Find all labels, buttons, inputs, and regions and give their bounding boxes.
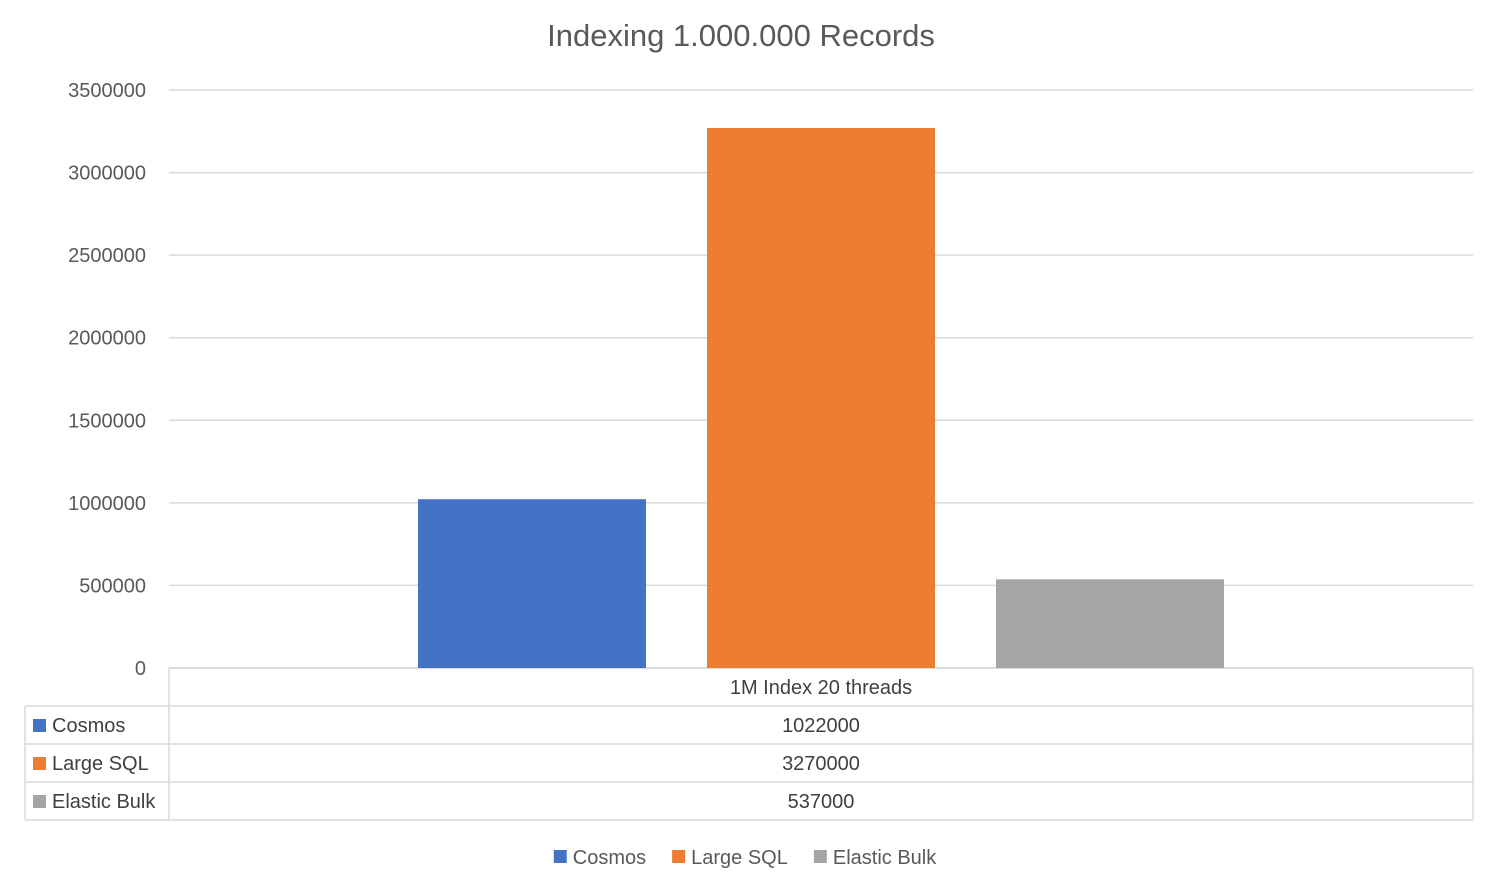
legend-swatch [672,850,686,863]
legend-item: Cosmos [553,847,646,869]
legend-label: Cosmos [573,847,646,869]
data-table: 1M Index 20 threads Cosmos 1022000 Large SQ… [24,668,1474,821]
bar-large-sql [707,127,935,669]
legend-label: Elastic Bulk [833,847,937,869]
table-series-name: Elastic Bulk [52,791,156,813]
table-series-swatch [33,757,46,770]
legend-swatch [553,850,567,863]
y-tick-label: 3500000 [68,80,146,102]
chart-title: Indexing 1.000.000 Records [547,18,935,53]
table-value: 3270000 [782,753,860,775]
table-series-name: Cosmos [52,715,125,737]
table-series-name: Large SQL [52,753,149,775]
y-tick-label: 1000000 [68,493,146,515]
legend-swatch [813,850,827,863]
legend: Cosmos Large SQL Elastic Bulk [553,847,937,869]
bar-elastic-bulk [996,579,1224,668]
bar-cosmos [418,499,646,668]
y-tick-label: 2000000 [68,328,146,350]
y-tick-label: 3000000 [68,163,146,185]
y-tick-label: 0 [135,658,146,680]
table-series-swatch [33,795,46,808]
table-value: 537000 [788,791,855,813]
legend-label: Large SQL [691,847,788,869]
legend-item: Large SQL [672,847,788,869]
y-tick-label: 1500000 [68,410,146,432]
table-category-header: 1M Index 20 threads [730,677,912,699]
legend-item: Elastic Bulk [813,847,937,869]
y-axis-tick-labels: 0 500000 1000000 1500000 2000000 2500000 30000… [68,80,146,680]
table-series-swatch [33,719,46,732]
bars [418,127,1224,669]
y-tick-label: 500000 [79,575,146,597]
table-value: 1022000 [782,715,860,737]
y-tick-label: 2500000 [68,245,146,267]
